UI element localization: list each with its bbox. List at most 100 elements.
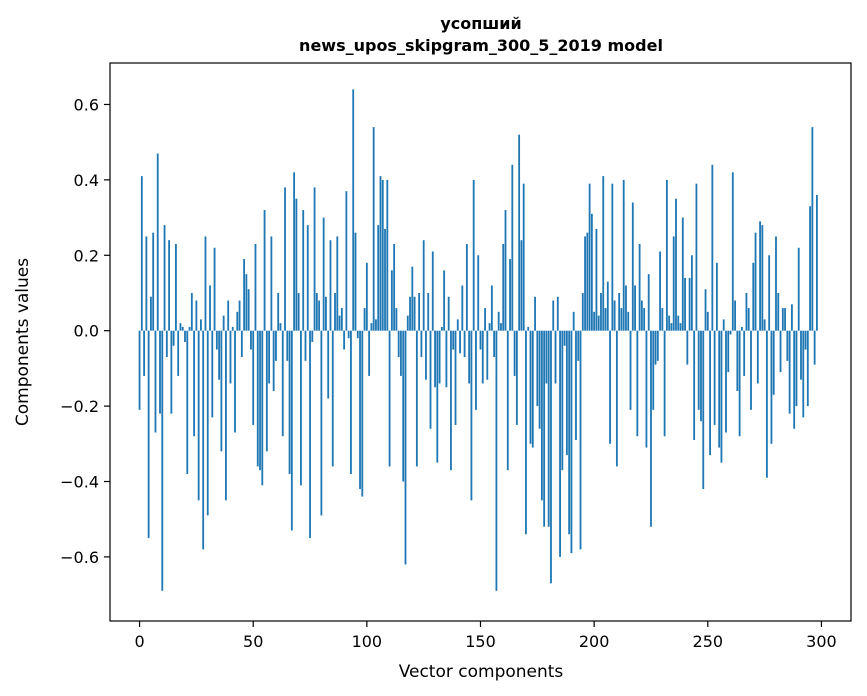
bar-146 [470,330,473,501]
bar-284 [784,308,786,331]
bar-175 [536,330,539,407]
bar-232 [665,179,668,331]
bar-178 [543,330,546,527]
bar-3 [145,236,148,331]
bar-238 [679,323,682,331]
bar-76 [311,330,314,342]
bar-29 [204,236,207,331]
bar-205 [604,308,607,331]
y-tick-label: −0.6 [60,548,99,567]
bar-25 [195,300,198,331]
bar-176 [538,330,541,429]
bar-66 [288,330,291,474]
bar-132 [438,330,441,384]
bar-87 [336,236,339,331]
bar-182 [552,300,555,331]
bar-22 [188,326,191,331]
bar-271 [754,232,757,331]
bar-242 [688,277,691,331]
bar-169 [522,183,525,331]
bar-118 [406,315,409,331]
bar-16 [175,243,177,331]
bar-201 [595,228,598,331]
bar-200 [593,311,596,331]
bar-226 [652,330,655,410]
bar-91 [345,191,348,331]
bar-12 [165,330,168,358]
bar-55 [263,210,266,331]
bar-173 [531,330,534,448]
bar-248 [702,330,705,490]
bar-79 [318,300,321,331]
bar-111 [390,270,393,331]
bar-95 [354,232,357,331]
bar-282 [779,330,782,373]
bar-88 [338,315,341,331]
bar-129 [431,251,434,331]
bar-281 [777,292,780,331]
bar-285 [786,330,789,361]
bar-44 [238,300,241,331]
bar-89 [340,308,343,331]
bar-107 [381,179,384,331]
y-tick-label: −0.4 [60,473,99,492]
bar-252 [711,164,714,331]
bar-151 [481,330,484,384]
bar-5 [150,296,152,331]
bar-1 [140,176,143,331]
bar-267 [745,292,748,331]
bar-206 [606,281,609,331]
bar-6 [152,232,155,331]
bar-260 [729,330,732,335]
bar-219 [636,330,639,437]
chart-subtitle: news_upos_skipgram_300_5_2019 model [299,36,663,55]
bar-202 [597,315,600,331]
bar-68 [293,172,296,331]
bar-85 [331,330,334,467]
bar-295 [809,206,811,331]
bar-259 [727,330,730,373]
y-tick-label: 0.4 [74,171,99,190]
bar-148 [475,330,477,410]
bar-24 [193,330,196,437]
bar-70 [297,292,300,331]
bar-269 [750,330,752,410]
bar-119 [409,296,411,331]
bar-172 [529,330,532,444]
bar-290 [797,247,800,331]
bar-171 [527,326,530,331]
x-tick-label: 50 [243,632,263,651]
bar-130 [434,330,436,388]
bar-194 [579,330,582,550]
bar-274 [761,225,764,331]
bar-110 [388,330,391,467]
bar-189 [568,330,571,535]
y-tick-label: 0.6 [74,95,99,114]
bar-18 [179,323,182,331]
bar-277 [768,255,771,331]
bar-40 [229,330,232,384]
bar-112 [393,243,396,331]
bar-83 [327,330,330,399]
bar-48 [247,289,250,331]
bar-69 [295,198,298,331]
bar-99 [363,308,366,331]
bar-104 [375,319,377,331]
bar-134 [443,270,446,331]
x-axis-label: Vector components [399,662,564,682]
bar-255 [718,330,721,448]
bar-276 [765,330,768,478]
bar-159 [500,323,502,331]
bar-113 [395,308,398,331]
bar-296 [811,127,814,331]
bar-33 [213,247,216,331]
bar-192 [575,330,577,441]
chart-title: усопший [440,14,521,33]
bar-221 [640,300,643,331]
bar-80 [320,330,323,516]
bar-181 [550,330,552,584]
bar-92 [347,330,350,339]
bar-180 [547,330,550,527]
bar-161 [504,210,507,331]
bar-163 [509,259,511,331]
